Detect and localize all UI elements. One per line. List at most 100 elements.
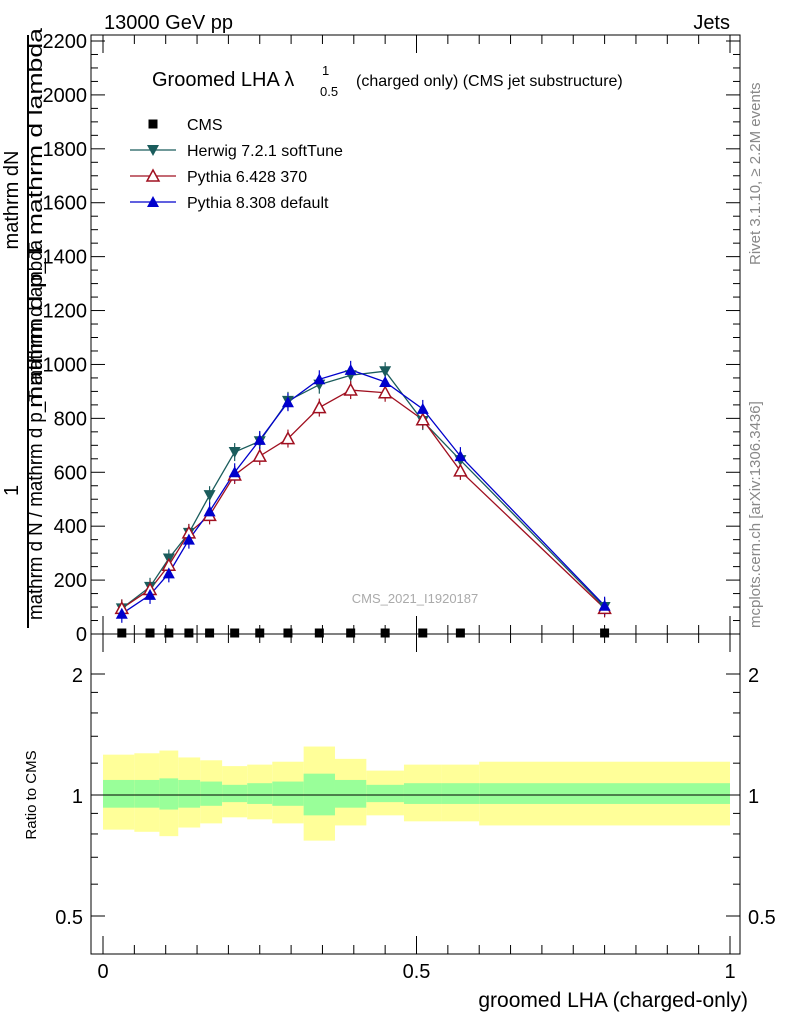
- main-ylabel: 1 mathrm d N / mathrm d p_T mathrm d lam…: [1, 27, 47, 628]
- data-point: [228, 466, 241, 478]
- svg-text:Groomed LHA λ: Groomed LHA λ: [152, 69, 294, 91]
- ratio-y-tick-label-right: 2: [748, 665, 759, 687]
- x-tick-label: 0.5: [403, 961, 431, 983]
- legend-marker: [148, 119, 158, 129]
- data-point: [312, 400, 327, 414]
- ratio-band-inner: [178, 779, 201, 808]
- data-point: [598, 599, 611, 611]
- x-tick-label: 0: [97, 961, 108, 983]
- ratio-band-inner: [222, 784, 248, 803]
- ratio-band-inner: [334, 779, 367, 808]
- data-point: [415, 412, 431, 426]
- ratio-band-inner: [366, 784, 404, 803]
- data-point: [115, 607, 128, 619]
- data-point: [453, 463, 468, 477]
- title-rest: (charged only) (CMS jet substructure): [356, 73, 623, 90]
- data-point: [252, 448, 268, 462]
- data-point: [164, 628, 174, 638]
- ratio-y-tick-label-right: 1: [748, 786, 759, 808]
- legend-label: Pythia 8.308 default: [187, 195, 329, 212]
- title-sub: 0.5: [320, 84, 338, 99]
- data-point: [379, 366, 392, 378]
- ratio-band-inner: [159, 778, 179, 810]
- data-point: [344, 363, 357, 375]
- ratio-band-inner: [272, 781, 304, 806]
- data-point: [346, 628, 356, 638]
- main-axes: 0 200 400 600 800 1000 1200 1400 1600 1800 2000 220…: [43, 31, 740, 646]
- data-point: [314, 628, 324, 638]
- ratio-band-inner: [247, 783, 273, 804]
- ratio-bands: [103, 746, 730, 841]
- legend-marker: [147, 196, 159, 207]
- plot-title: Groomed LHA λ 1 0.5 (charged only) (CMS …: [152, 63, 623, 99]
- data-point: [184, 628, 194, 638]
- data-point: [455, 628, 465, 638]
- title-sup: 1: [322, 63, 329, 78]
- legend: CMS Herwig 7.2.1 softTune Pythia 6.428 370…: [130, 117, 343, 212]
- data-point: [205, 628, 215, 638]
- ratio-y-tick-label: 2: [72, 665, 83, 687]
- ratio-y-tick-label-right: 0.5: [748, 907, 776, 929]
- data-point: [377, 385, 393, 399]
- data-point: [418, 628, 428, 638]
- ratio-frame: [90, 633, 741, 955]
- data-point: [145, 628, 155, 638]
- y-tick-label: 200: [54, 570, 87, 592]
- y-tick-label: 2200: [43, 31, 88, 53]
- analysis-watermark: CMS_2021_I1920187: [352, 591, 479, 606]
- data-point: [228, 447, 241, 459]
- data-point: [162, 567, 175, 579]
- ratio-y-tick-label: 0.5: [55, 907, 83, 929]
- data-point: [283, 628, 293, 638]
- data-point: [313, 373, 326, 385]
- data-point: [203, 505, 216, 517]
- ratio-band-inner: [200, 781, 223, 806]
- ratio-band-inner: [103, 779, 135, 808]
- side-label-top: Rivet 3.1.10, ≥ 2.2M events: [747, 83, 764, 266]
- y-tick-label: 2000: [43, 85, 88, 107]
- legend-label: CMS: [187, 117, 223, 134]
- series-line: [121, 369, 606, 615]
- ratio-band-inner: [441, 783, 480, 804]
- main-series: [114, 360, 612, 638]
- ylabel-one: 1: [1, 485, 23, 496]
- series-line: [121, 389, 606, 609]
- legend-label: Herwig 7.2.1 softTune: [187, 143, 343, 160]
- data-point: [343, 382, 358, 396]
- y-tick-label: 800: [54, 408, 87, 430]
- y-tick-label: 400: [54, 516, 87, 538]
- data-point: [255, 628, 265, 638]
- title-symbol: λ: [284, 69, 294, 91]
- y-tick-label: 1800: [43, 139, 88, 161]
- data-point: [230, 628, 240, 638]
- data-point: [280, 431, 296, 445]
- data-point: [117, 628, 127, 638]
- data-point: [281, 396, 294, 408]
- x-tick-label: 1: [724, 961, 735, 983]
- y-tick-label: 1400: [43, 247, 88, 269]
- ratio-band-inner: [479, 783, 730, 804]
- x-axis-label: groomed LHA (charged-only): [478, 989, 748, 1012]
- data-point: [379, 375, 392, 387]
- y-tick-label: 0: [76, 624, 87, 646]
- ratio-ylabel: Ratio to CMS: [23, 750, 40, 839]
- header-left: 13000 GeV pp: [104, 12, 233, 34]
- series-line: [121, 370, 606, 609]
- ylabel-bottom: mathrm d N / mathrm d p_T mathrm d lambd…: [25, 239, 47, 620]
- legend-marker: [147, 145, 159, 156]
- title-main: Groomed LHA: [152, 69, 280, 91]
- data-point: [380, 628, 390, 638]
- legend-marker: [145, 168, 161, 182]
- data-point: [600, 628, 610, 638]
- data-point: [203, 490, 216, 502]
- header-right: Jets: [693, 12, 730, 34]
- data-point: [182, 533, 195, 545]
- ratio-band-inner: [403, 783, 442, 804]
- data-point: [416, 402, 429, 414]
- ratio-axes: 0.5 0.5 1 1 2 2 0 0.5 1: [55, 634, 776, 983]
- legend-label: Pythia 6.428 370: [187, 169, 307, 186]
- y-tick-label: 1200: [43, 301, 88, 323]
- data-point: [144, 588, 157, 600]
- ratio-y-tick-label: 1: [72, 786, 83, 808]
